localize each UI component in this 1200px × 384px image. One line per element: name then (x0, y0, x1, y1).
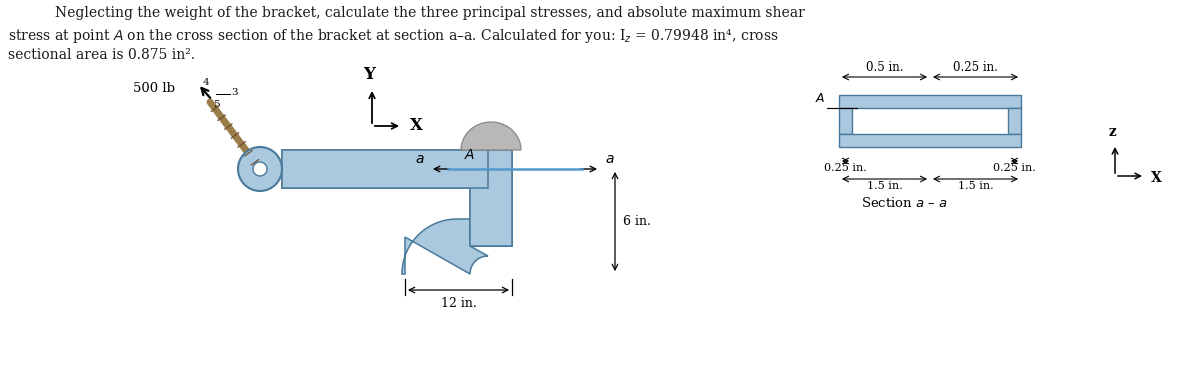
Polygon shape (282, 150, 488, 188)
Text: 4: 4 (203, 78, 210, 87)
Text: sectional area is 0.875 in².: sectional area is 0.875 in². (8, 48, 196, 62)
Polygon shape (402, 219, 512, 274)
Text: $a$: $a$ (415, 152, 425, 166)
Text: Y: Y (364, 66, 374, 83)
Text: X: X (1151, 171, 1162, 185)
Text: 0.25 in.: 0.25 in. (824, 163, 866, 173)
Text: 1.5 in.: 1.5 in. (866, 181, 902, 191)
Text: 0.5 in.: 0.5 in. (865, 61, 904, 74)
Bar (496, 150, 512, 188)
Bar (1008, 108, 1021, 134)
Text: 500 lb: 500 lb (133, 81, 175, 94)
Text: Neglecting the weight of the bracket, calculate the three principal stresses, an: Neglecting the weight of the bracket, ca… (55, 6, 805, 20)
Bar (470, 150, 512, 246)
Text: $A$: $A$ (815, 92, 826, 105)
Text: z: z (1108, 125, 1116, 139)
Bar (839, 108, 852, 134)
Bar (839, 95, 1021, 108)
Text: 3: 3 (230, 88, 238, 97)
Text: 5: 5 (214, 100, 220, 109)
Text: 6 in.: 6 in. (623, 215, 650, 228)
Polygon shape (461, 122, 521, 150)
Text: stress at point $A$ on the cross section of the bracket at section a–a. Calculat: stress at point $A$ on the cross section… (8, 27, 779, 45)
Text: 0.25 in.: 0.25 in. (953, 61, 998, 74)
Circle shape (238, 147, 282, 191)
Bar (470, 150, 512, 246)
Text: Section $a$ – $a$: Section $a$ – $a$ (862, 196, 948, 210)
Bar (839, 134, 1021, 147)
Text: $a$: $a$ (605, 152, 614, 166)
Bar (470, 150, 487, 188)
Text: 12 in.: 12 in. (440, 297, 476, 310)
Text: $A$: $A$ (464, 148, 475, 162)
Text: 1.5 in.: 1.5 in. (958, 181, 994, 191)
Bar (487, 151, 496, 245)
Text: X: X (410, 117, 424, 134)
Polygon shape (282, 150, 488, 188)
Circle shape (253, 162, 266, 176)
Text: 0.25 in.: 0.25 in. (994, 163, 1036, 173)
